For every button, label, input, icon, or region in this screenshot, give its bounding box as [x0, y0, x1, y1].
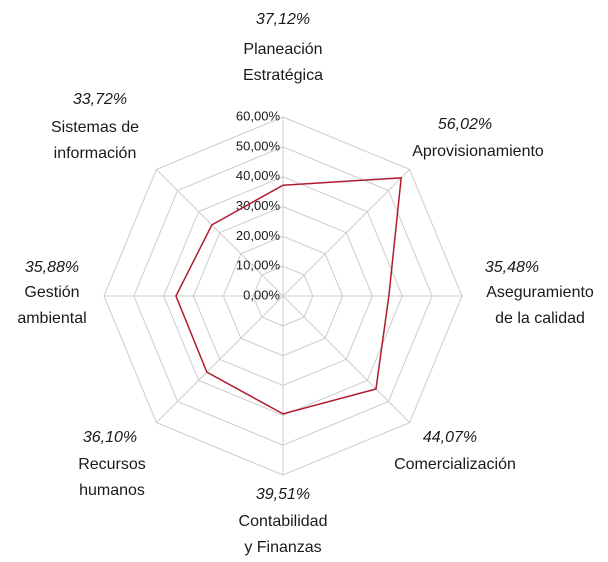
category-label: humanos: [79, 482, 145, 499]
y-tick-label: 60,00%: [236, 108, 281, 123]
category-label: Planeación: [243, 41, 322, 58]
category-label: Estratégica: [243, 67, 323, 84]
category-label: y Finanzas: [244, 539, 321, 556]
category-label: Comercialización: [394, 456, 516, 473]
value-label: 35,88%: [25, 259, 79, 276]
category-label: ambiental: [17, 310, 86, 327]
spoke: [282, 169, 410, 297]
category-label: Gestión: [24, 284, 79, 301]
spoke: [282, 295, 410, 423]
value-label: 33,72%: [73, 91, 127, 108]
category-label: Aprovisionamiento: [412, 143, 544, 160]
y-tick-label: 0,00%: [243, 287, 280, 302]
value-label: 39,51%: [256, 486, 310, 503]
series-line: [175, 177, 403, 415]
spoke: [156, 169, 284, 297]
spoke: [156, 295, 284, 423]
category-label: Aseguramiento: [486, 284, 594, 301]
category-label: información: [54, 145, 137, 162]
value-label: 56,02%: [438, 116, 492, 133]
y-tick-label: 50,00%: [236, 138, 281, 153]
y-tick-label: 30,00%: [236, 198, 281, 213]
y-tick-label: 10,00%: [236, 258, 281, 273]
value-label: 35,48%: [485, 259, 539, 276]
y-tick-label: 40,00%: [236, 168, 281, 183]
value-label: 36,10%: [83, 429, 137, 446]
category-label: Contabilidad: [239, 513, 328, 530]
category-label: de la calidad: [495, 310, 585, 327]
category-label: Sistemas de: [51, 119, 139, 136]
y-tick-label: 20,00%: [236, 228, 281, 243]
value-label: 37,12%: [256, 11, 310, 28]
category-label: Recursos: [78, 456, 146, 473]
value-label: 44,07%: [423, 429, 477, 446]
